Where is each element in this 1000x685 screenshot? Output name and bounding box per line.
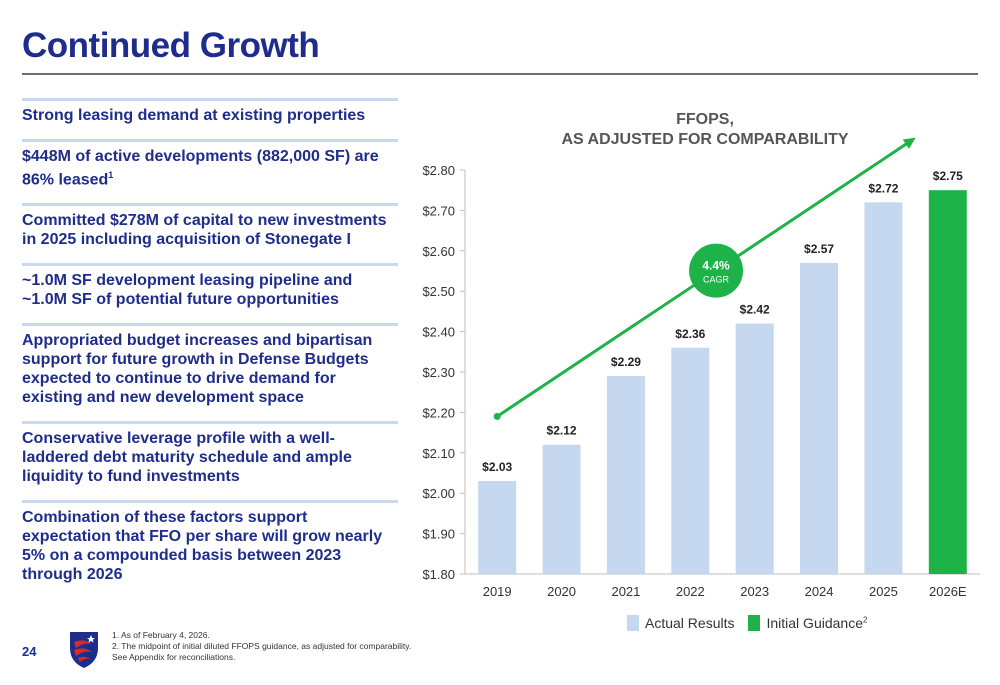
bullet-item: Committed $278M of capital to new invest… bbox=[22, 212, 387, 249]
bullet-divider bbox=[22, 500, 398, 504]
footnotes: 1. As of February 4, 2026. 2. The midpoi… bbox=[112, 630, 411, 663]
y-tick-label: $1.80 bbox=[422, 567, 455, 582]
data-label: $2.03 bbox=[482, 460, 512, 474]
cagr-label: CAGR bbox=[703, 275, 730, 285]
data-label: $2.75 bbox=[933, 169, 963, 183]
y-tick-label: $2.00 bbox=[422, 486, 455, 501]
bar-2026e bbox=[928, 190, 967, 574]
x-tick-label: 2022 bbox=[676, 584, 705, 599]
x-tick-label: 2025 bbox=[869, 584, 898, 599]
bullet-divider bbox=[22, 98, 398, 101]
footnote-ref: 1 bbox=[108, 170, 114, 180]
title-divider bbox=[22, 73, 978, 75]
x-tick-label: 2020 bbox=[547, 584, 576, 599]
bar-2024 bbox=[800, 262, 839, 574]
bullet-list: Strong leasing demand at existing proper… bbox=[22, 98, 398, 598]
data-label: $2.72 bbox=[868, 181, 898, 195]
bullet-item: $448M of active developments (882,000 SF… bbox=[22, 148, 379, 189]
y-tick-label: $1.90 bbox=[422, 527, 455, 542]
y-tick-label: $2.10 bbox=[422, 446, 455, 461]
bar-2019 bbox=[478, 481, 517, 574]
chart-svg: $1.80 $1.90 $2.00 $2.10 $2.20 $2.30 $2.40 $2.50… bbox=[422, 137, 980, 599]
bullet-divider bbox=[22, 203, 398, 207]
y-tick-label: $2.80 bbox=[422, 163, 455, 178]
footnote: 2. The midpoint of initial diluted FFOPS… bbox=[112, 641, 412, 651]
trend-arrowhead bbox=[902, 137, 916, 149]
data-label: $2.36 bbox=[675, 327, 705, 341]
bullet-item: Strong leasing demand at existing proper… bbox=[22, 107, 366, 124]
page-title: Continued Growth bbox=[22, 26, 320, 65]
x-tick-label: 2023 bbox=[740, 584, 769, 599]
footnote: 1. As of February 4, 2026. bbox=[112, 630, 210, 640]
data-label: $2.57 bbox=[804, 242, 834, 256]
data-label: $2.12 bbox=[547, 424, 577, 438]
cagr-badge bbox=[689, 243, 744, 298]
bar-2021 bbox=[606, 376, 645, 574]
bullet-item: Appropriated budget increases and bipart… bbox=[22, 332, 373, 407]
footnote: See Appendix for reconciliations. bbox=[112, 652, 236, 662]
legend-label: Actual Results bbox=[645, 615, 735, 631]
y-tick-label: $2.60 bbox=[422, 244, 455, 259]
x-tick-label: 2021 bbox=[611, 584, 640, 599]
legend-swatch-guidance bbox=[748, 615, 761, 631]
bullet-divider bbox=[22, 139, 398, 142]
data-label: $2.29 bbox=[611, 355, 641, 369]
bullet-divider bbox=[22, 421, 398, 425]
bullet-divider bbox=[22, 263, 398, 267]
legend-item-guidance: Initial Guidance2 bbox=[748, 615, 867, 631]
bullet-divider bbox=[22, 323, 398, 327]
legend-swatch-actual bbox=[627, 615, 639, 631]
legend-label: Initial Guidance bbox=[766, 615, 863, 631]
cagr-value: 4.4% bbox=[702, 259, 730, 273]
trend-start-dot bbox=[493, 412, 501, 420]
page-number: 24 bbox=[22, 644, 37, 659]
footnote-ref: 2 bbox=[863, 615, 868, 625]
data-label: $2.42 bbox=[740, 303, 770, 317]
y-tick-label: $2.50 bbox=[422, 284, 455, 299]
chart-legend: Actual Results Initial Guidance2 bbox=[627, 615, 867, 631]
x-tick-label: 2019 bbox=[483, 584, 512, 599]
y-tick-label: $2.30 bbox=[422, 365, 455, 380]
bullet-item: Combination of these factors support exp… bbox=[22, 509, 383, 584]
x-tick-label: 2026E bbox=[929, 584, 967, 599]
company-logo-icon bbox=[70, 632, 98, 668]
y-tick-label: $2.20 bbox=[422, 405, 455, 420]
y-tick-label: $2.40 bbox=[422, 325, 455, 340]
bar-2025 bbox=[864, 202, 903, 574]
bullet-item: ~1.0M SF development leasing pipeline an… bbox=[22, 272, 353, 309]
y-tick-label: $2.70 bbox=[422, 203, 455, 218]
ffops-chart: FFOPS, AS ADJUSTED FOR COMPARABILITY $1.… bbox=[400, 100, 990, 640]
bar-2022 bbox=[671, 347, 710, 574]
x-tick-label: 2024 bbox=[805, 584, 834, 599]
bar-2023 bbox=[735, 323, 774, 574]
bullet-item: Conservative leverage profile with a wel… bbox=[22, 430, 352, 486]
chart-title: FFOPS, AS ADJUSTED FOR COMPARABILITY bbox=[561, 111, 849, 148]
bar-2020 bbox=[542, 444, 581, 574]
legend-item-actual: Actual Results bbox=[627, 615, 734, 631]
